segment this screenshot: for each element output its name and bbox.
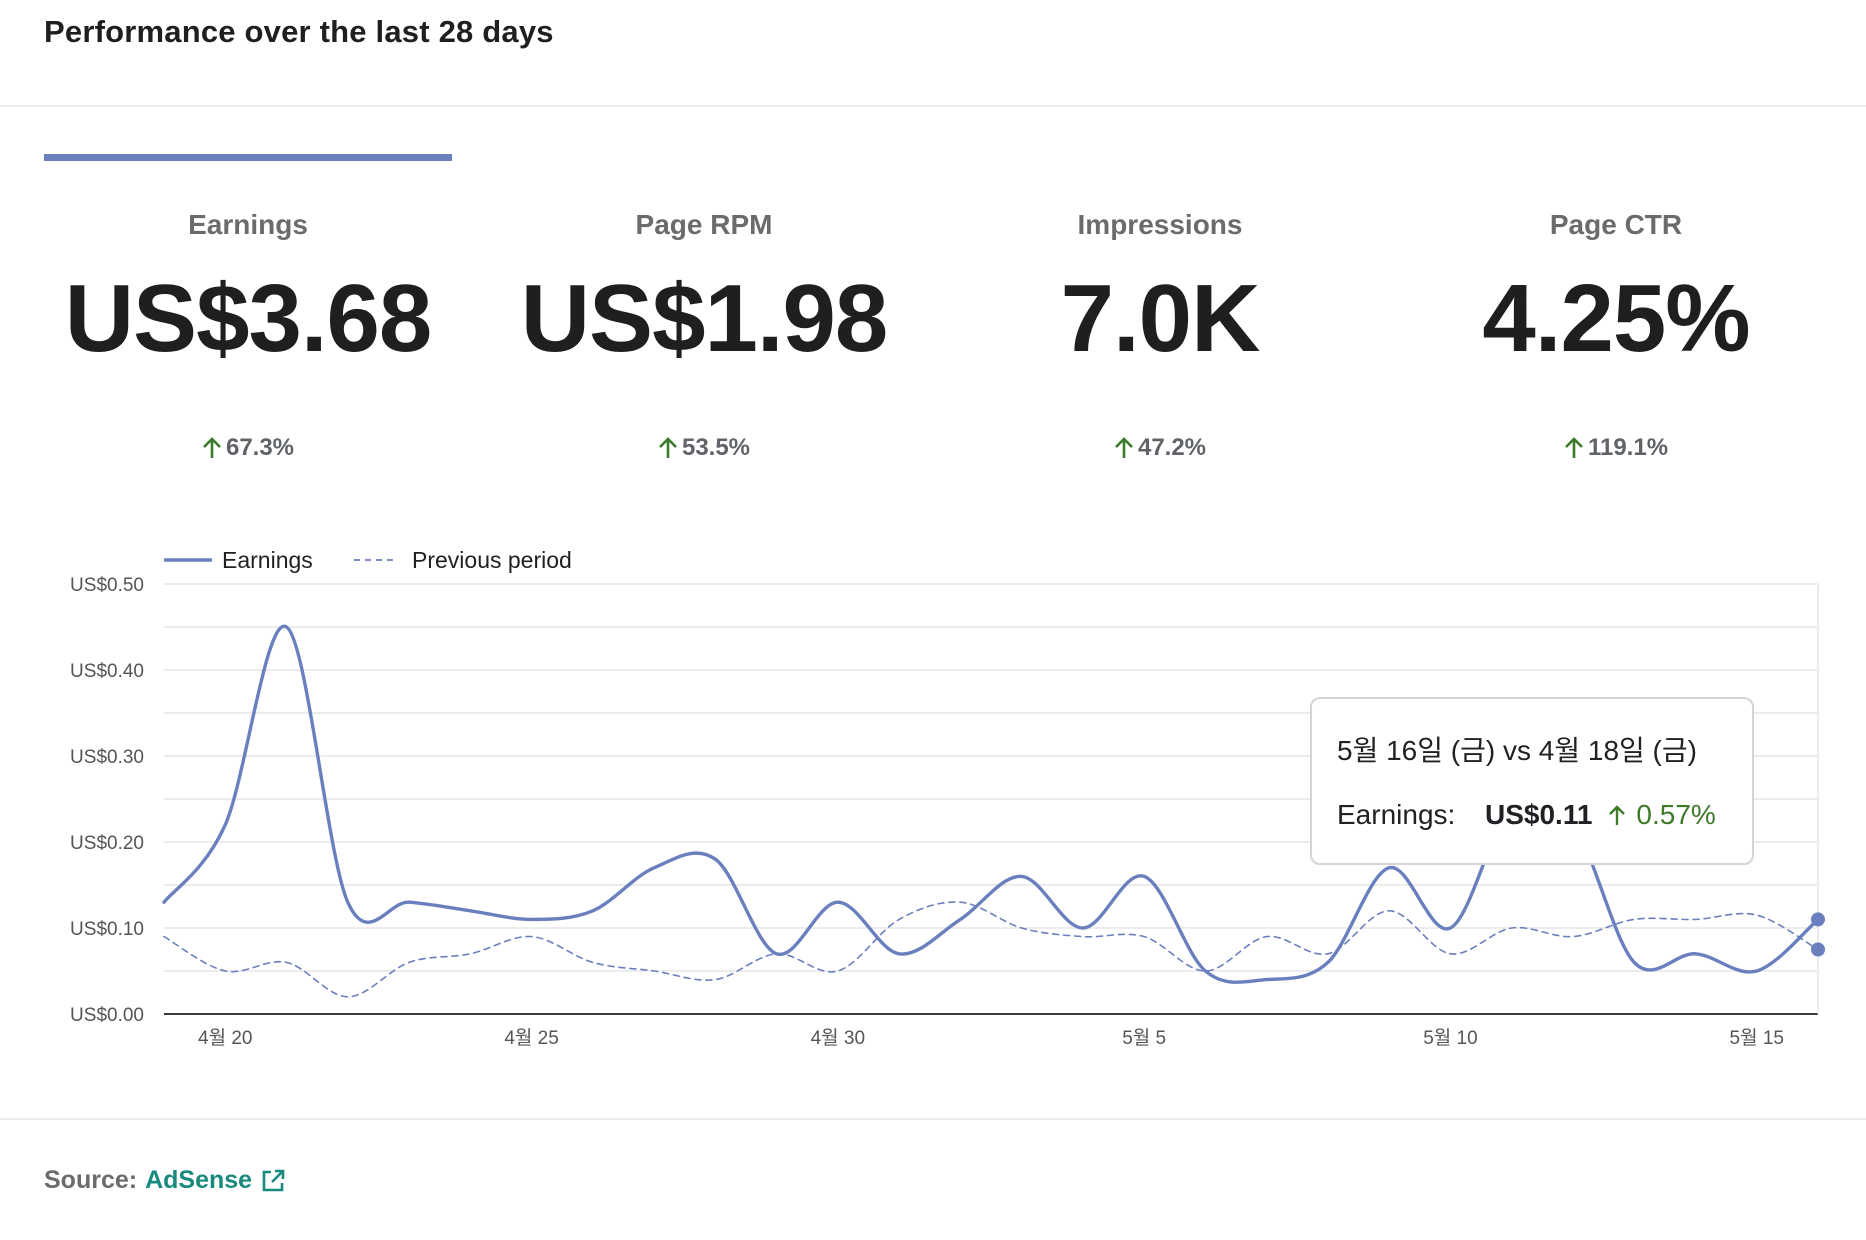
- metric-change-value: 47.2%: [1137, 434, 1207, 461]
- tooltip-title: 5월 16일 (금) vs 4월 18일 (금): [1337, 735, 1697, 766]
- arrow-up-icon: [1565, 437, 1583, 458]
- y-tick-label: US$0.10: [70, 919, 144, 940]
- hover-point-previous-period[interactable]: [1811, 942, 1825, 957]
- metric-value: 4.25%: [1482, 265, 1750, 372]
- arrow-up-icon: [1115, 437, 1133, 458]
- metric-value: 7.0K: [1060, 265, 1261, 372]
- y-tick-label: US$0.30: [70, 747, 144, 768]
- card-header: Performance over the last 28 days: [0, 0, 1866, 107]
- metric-change-value: 67.3%: [225, 434, 295, 461]
- metric-earnings[interactable]: Earnings US$3.68 67.3%: [48, 200, 448, 462]
- metric-change: 53.5%: [504, 434, 904, 462]
- y-tick-label: US$0.20: [70, 833, 144, 854]
- metric-label: Impressions: [1077, 209, 1243, 240]
- arrow-up-icon: [1609, 805, 1626, 825]
- tooltip-change-value: 0.57%: [1636, 799, 1716, 830]
- metric-page-rpm[interactable]: Page RPM US$1.98 53.5%: [504, 200, 904, 462]
- x-tick-label: 4월 20: [198, 1027, 252, 1049]
- chart-svg[interactable]: US$0.00 US$0.10 US$0.20 US$0.30 US$0.40 US$0.…: [0, 530, 1866, 1070]
- metric-change-value: 53.5%: [681, 434, 751, 461]
- legend-label-previous-period[interactable]: Previous period: [412, 547, 572, 573]
- chart-tooltip: 5월 16일 (금) vs 4월 18일 (금) Earnings: US$0.…: [1310, 697, 1754, 865]
- legend-label-earnings[interactable]: Earnings: [222, 547, 313, 573]
- metric-label: Page RPM: [635, 209, 773, 240]
- metric-change: 47.2%: [960, 434, 1360, 462]
- x-tick-label: 5월 15: [1730, 1027, 1784, 1049]
- metric-value: US$1.98: [520, 265, 889, 372]
- metric-value: US$3.68: [64, 265, 433, 372]
- card-footer: Source: AdSense: [0, 1118, 1866, 1240]
- arrow-up-icon: [203, 437, 221, 458]
- metric-change: 67.3%: [48, 434, 448, 462]
- tooltip-change: 0.57%: [1608, 799, 1716, 831]
- tooltip-label: Earnings:: [1337, 799, 1456, 830]
- metric-label: Earnings: [188, 209, 308, 240]
- x-tick-label: 5월 10: [1423, 1027, 1477, 1049]
- metric-impressions[interactable]: Impressions 7.0K 47.2%: [960, 200, 1360, 462]
- metric-page-ctr[interactable]: Page CTR 4.25% 119.1%: [1416, 200, 1816, 462]
- selected-metric-indicator: [44, 154, 452, 161]
- tooltip-row: Earnings: US$0.11 0.57%: [1337, 799, 1716, 831]
- metric-change-value: 119.1%: [1587, 434, 1669, 461]
- metric-change: 119.1%: [1416, 434, 1816, 462]
- arrow-up-icon: [659, 437, 677, 458]
- y-tick-label: US$0.40: [70, 661, 144, 682]
- earnings-chart[interactable]: US$0.00 US$0.10 US$0.20 US$0.30 US$0.40 US$0.…: [0, 530, 1866, 1070]
- x-tick-label: 5월 5: [1122, 1027, 1166, 1049]
- metric-label: Page CTR: [1549, 209, 1683, 240]
- tooltip-value: US$0.11: [1485, 799, 1593, 830]
- x-tick-label: 4월 30: [811, 1027, 865, 1049]
- source-label: Source:: [44, 1166, 138, 1194]
- external-link-icon[interactable]: [260, 1168, 286, 1194]
- series-line-previous-period: [163, 901, 1819, 998]
- x-tick-label: 4월 25: [504, 1027, 558, 1049]
- y-tick-label: US$0.00: [70, 1005, 144, 1026]
- hover-point-earnings[interactable]: [1811, 912, 1825, 927]
- source-line: Source: AdSense: [44, 1166, 286, 1195]
- adsense-link[interactable]: AdSense: [145, 1166, 253, 1194]
- card-title: Performance over the last 28 days: [44, 14, 554, 49]
- y-tick-label: US$0.50: [70, 575, 144, 596]
